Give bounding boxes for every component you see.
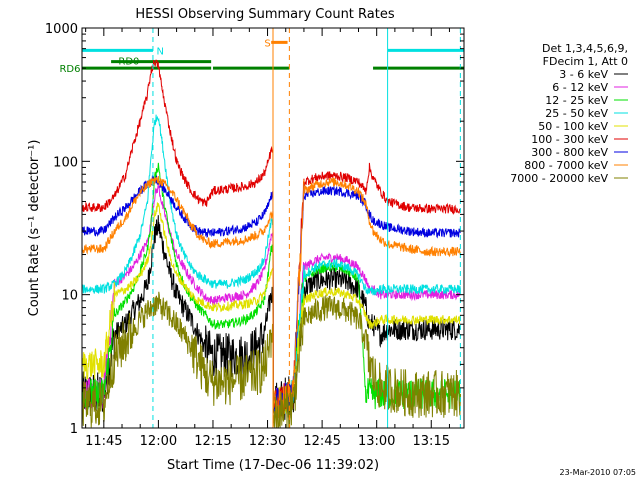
legend-label: 6 - 12 keV <box>552 81 608 94</box>
series-line-5 <box>81 59 461 419</box>
x-axis-label: Start Time (17-Dec-06 11:39:02) <box>167 458 379 473</box>
series-line-0 <box>81 215 461 420</box>
chart-title: HESSI Observing Summary Count Rates <box>135 7 394 22</box>
timestamp: 23-Mar-2010 07:05 <box>560 468 637 477</box>
series-line-8 <box>81 291 461 429</box>
legend-label: 800 - 7000 keV <box>524 159 608 172</box>
x-tick-label: 13:15 <box>413 434 450 449</box>
axes-layer: 11:45 12:00 12:15 12:30 12:45 13:00 13:15 1 10 10… <box>45 22 464 449</box>
series-line-1 <box>81 183 461 418</box>
flag-label-s: S <box>264 38 270 49</box>
legend-label: 25 - 50 keV <box>545 107 608 120</box>
y-tick-label: 10 <box>61 289 78 304</box>
series-line-3 <box>81 114 461 418</box>
legend-label: 7000 - 20000 keV <box>510 172 608 185</box>
plot-frame <box>81 27 465 429</box>
legend-label: 100 - 300 keV <box>531 133 608 146</box>
vlines-layer <box>152 28 461 428</box>
series-layer <box>81 59 461 429</box>
legend: Det 1,3,4,5,6,9,FDecim 1, Att 03 - 6 keV… <box>510 42 628 185</box>
y-axis-label: Count Rate (s⁻¹ detector⁻¹) <box>27 140 42 317</box>
x-tick-label: 11:45 <box>85 434 122 449</box>
flag-label-rd6: RD6 <box>59 64 80 75</box>
flag-label-rd0: RD0 <box>118 57 139 68</box>
x-tick-label: 12:15 <box>194 434 231 449</box>
x-tick-label: 12:30 <box>249 434 286 449</box>
y-tick-label: 1000 <box>45 22 78 37</box>
x-tick-label: 12:45 <box>303 434 340 449</box>
legend-label: 300 - 800 keV <box>531 146 608 159</box>
y-tick-label: 1 <box>70 422 78 437</box>
y-tick-label: 100 <box>53 155 78 170</box>
flags-layer: N S RD0 RD6 <box>59 38 464 75</box>
legend-label: 3 - 6 keV <box>559 68 608 81</box>
legend-header: Det 1,3,4,5,6,9, <box>542 42 628 55</box>
x-tick-label: 12:00 <box>140 434 177 449</box>
legend-header: FDecim 1, Att 0 <box>543 55 628 68</box>
series-line-7 <box>81 176 461 418</box>
legend-label: 12 - 25 keV <box>545 94 608 107</box>
legend-label: 50 - 100 keV <box>538 120 608 133</box>
x-tick-label: 13:00 <box>358 434 395 449</box>
flag-label-n: N <box>156 46 163 57</box>
series-line-4 <box>81 202 461 421</box>
